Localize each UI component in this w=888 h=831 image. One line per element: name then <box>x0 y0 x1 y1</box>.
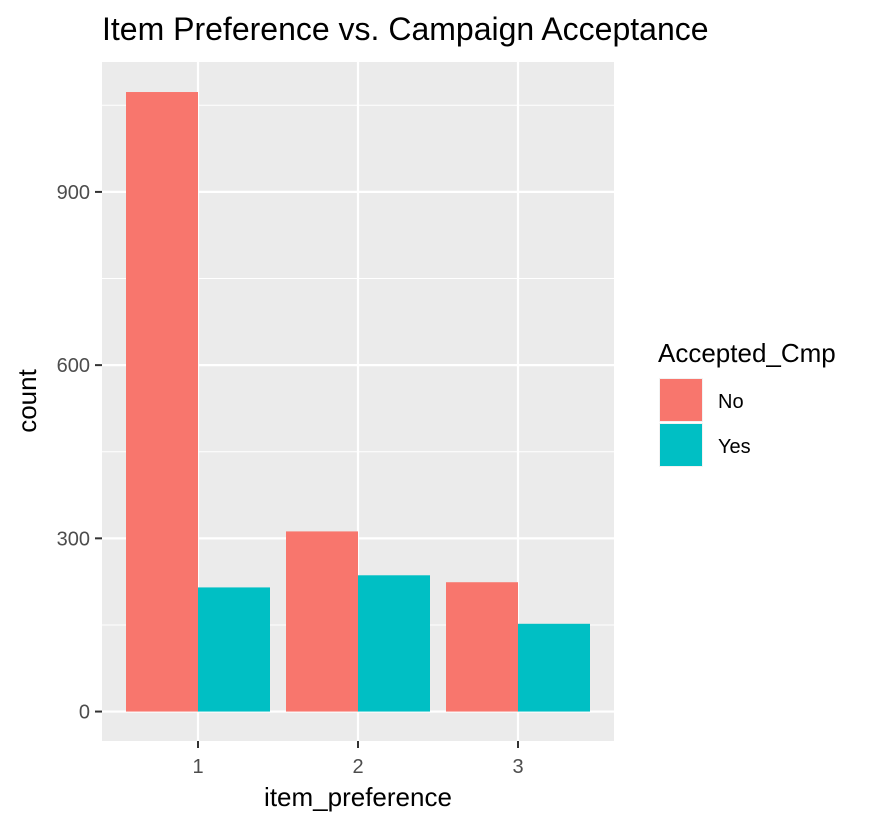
y-tick-label: 0 <box>79 702 90 724</box>
bars <box>126 92 590 712</box>
bar-no-1 <box>126 92 198 712</box>
legend-title: Accepted_Cmp <box>658 338 836 368</box>
legend-items: No Yes <box>659 378 751 467</box>
y-tick-label: 900 <box>57 182 90 204</box>
y-axis: 0 300 600 900 <box>57 182 102 724</box>
chart-title: Item Preference vs. Campaign Acceptance <box>102 11 709 47</box>
bar-no-2 <box>286 531 358 712</box>
x-tick-label: 2 <box>352 756 363 778</box>
y-tick-label: 300 <box>57 528 90 550</box>
x-tick-label: 1 <box>192 756 203 778</box>
x-axis-title: item_preference <box>264 782 452 812</box>
bar-no-3 <box>446 582 518 712</box>
y-tick-label: 600 <box>57 355 90 377</box>
bar-yes-2 <box>358 575 430 712</box>
x-tick-label: 3 <box>512 756 523 778</box>
legend-key-no <box>660 379 702 421</box>
legend-label-no: No <box>718 391 744 413</box>
legend-key-yes <box>660 424 702 466</box>
y-axis-title: count <box>12 368 42 432</box>
bar-yes-1 <box>198 587 270 712</box>
x-axis: 1 2 3 <box>192 741 524 778</box>
legend-label-yes: Yes <box>718 436 751 458</box>
bar-yes-3 <box>518 623 590 712</box>
legend: Accepted_Cmp No Yes <box>658 338 836 467</box>
